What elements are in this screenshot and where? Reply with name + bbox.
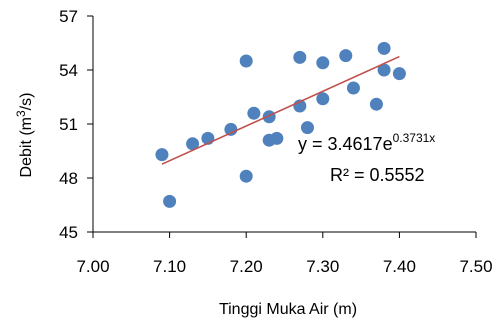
y-tick-label: 51 bbox=[59, 115, 78, 134]
data-point bbox=[346, 81, 360, 95]
trendline bbox=[161, 55, 400, 165]
data-point bbox=[239, 169, 253, 183]
x-tick-label: 7.00 bbox=[76, 257, 109, 276]
data-point bbox=[369, 97, 383, 111]
data-point bbox=[293, 50, 307, 64]
data-point bbox=[316, 56, 330, 70]
x-tick-label: 7.20 bbox=[230, 257, 263, 276]
data-point bbox=[392, 67, 406, 81]
x-tick-label: 7.30 bbox=[306, 257, 339, 276]
data-point bbox=[377, 41, 391, 55]
data-point bbox=[163, 194, 177, 208]
x-tick-labels: 7.00 7.10 7.20 7.30 7.40 7.50 bbox=[76, 257, 492, 276]
y-tick-marks bbox=[87, 15, 93, 233]
y-tick-label: 54 bbox=[59, 61, 78, 80]
data-point bbox=[270, 131, 284, 145]
data-point bbox=[239, 54, 253, 68]
y-axis-title: Debit (m3/s) bbox=[14, 93, 35, 178]
data-point bbox=[316, 92, 330, 106]
x-tick-label: 7.50 bbox=[459, 257, 492, 276]
r-squared-label: R² = 0.5552 bbox=[330, 165, 425, 185]
data-point bbox=[300, 121, 314, 135]
y-tick-label: 45 bbox=[59, 223, 78, 242]
x-tick-label: 7.10 bbox=[153, 257, 186, 276]
plot-area: 7.00 7.10 7.20 7.30 7.40 7.50 45 48 51 54 57 bbox=[59, 7, 492, 276]
x-axis-title: Tinggi Muka Air (m) bbox=[219, 301, 357, 318]
data-point bbox=[186, 137, 200, 151]
y-tick-label: 48 bbox=[59, 169, 78, 188]
y-tick-label: 57 bbox=[59, 7, 78, 26]
x-tick-label: 7.40 bbox=[383, 257, 416, 276]
x-tick-marks bbox=[92, 232, 477, 238]
data-point bbox=[224, 122, 238, 136]
data-point bbox=[339, 49, 353, 63]
data-point bbox=[247, 106, 261, 120]
data-point bbox=[155, 148, 169, 162]
trendline-equation: y = 3.4617e0.3731x bbox=[298, 131, 435, 154]
y-tick-labels: 45 48 51 54 57 bbox=[59, 7, 78, 242]
data-point bbox=[377, 63, 391, 77]
